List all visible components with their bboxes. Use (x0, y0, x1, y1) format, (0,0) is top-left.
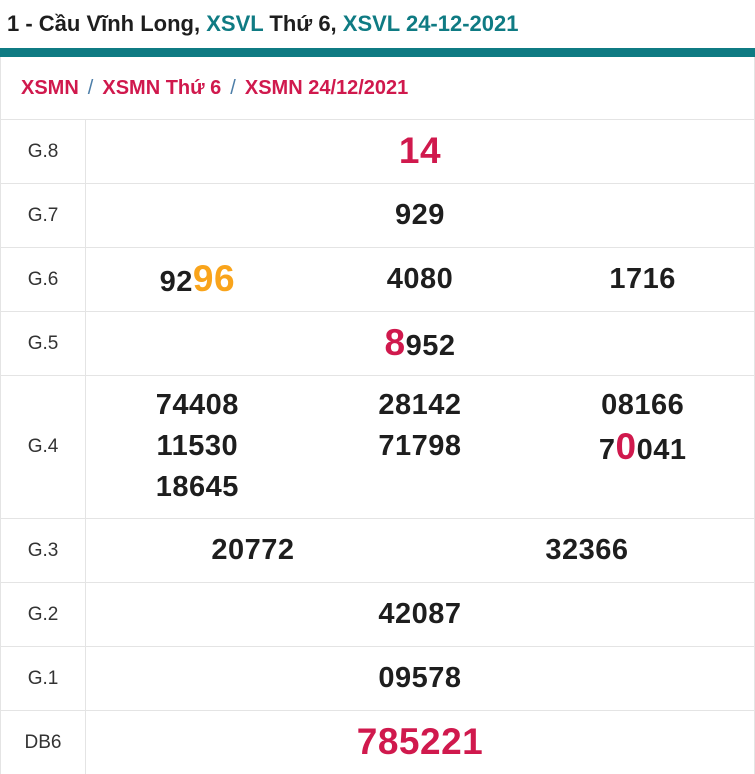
prize-number: 4080 (386, 262, 454, 295)
prize-number: 09578 (378, 661, 462, 694)
prize-label: G.7 (1, 184, 86, 247)
highlighted-digit: 0 (615, 425, 637, 467)
prize-row-g6: G.6 9296 4080 1716 (1, 248, 754, 312)
breadcrumb-link-xsmn-weekday[interactable]: XSMN Thứ 6 (102, 76, 222, 99)
prize-table-body: G.8 14 G.7 929 G.6 9296 4080 1716 G.5 8952 G.4 7440… (1, 120, 754, 774)
prize-label: G.6 (1, 248, 86, 311)
prize-values: 14 (86, 120, 754, 183)
title-link-xsvl-weekday[interactable]: XSVL (206, 11, 264, 36)
prize-row-db6: DB6 785221 (1, 711, 754, 774)
prize-row-g4: G.4 74408 28142 08166 11530 71798 70041 18645 (1, 376, 754, 519)
highlighted-digit: 14 (398, 130, 442, 172)
prize-number: 8952 (384, 322, 456, 364)
prize-row-g8: G.8 14 (1, 120, 754, 184)
prize-number: 08166 (601, 389, 685, 422)
breadcrumb: XSMN / XSMN Thứ 6 / XSMN 24/12/2021 (1, 57, 754, 120)
prize-number: 42087 (378, 597, 462, 630)
prize-values: 9296 4080 1716 (86, 248, 754, 311)
prize-values: 20772 32366 (86, 519, 754, 582)
prize-number: 74408 (155, 389, 239, 422)
prize-table: XSMN / XSMN Thứ 6 / XSMN 24/12/2021 G.8 1… (0, 57, 755, 774)
prize-number: 20772 (211, 533, 295, 566)
breadcrumb-separator: / (87, 76, 94, 99)
prize-number: 32366 (545, 533, 629, 566)
prize-values: 785221 (86, 711, 754, 774)
title-text-middle: Thứ 6, (263, 11, 343, 36)
prize-number: 70041 (598, 425, 687, 467)
title-text-prefix: 1 - Cầu Vĩnh Long, (7, 11, 207, 36)
prize-label: G.5 (1, 312, 86, 375)
breadcrumb-separator: / (230, 76, 236, 99)
prize-values: 74408 28142 08166 11530 71798 70041 18645 (86, 376, 754, 518)
prize-row-g1: G.1 09578 (1, 647, 754, 711)
prize-values: 929 (86, 184, 754, 247)
highlighted-digit: 785221 (356, 721, 484, 763)
breadcrumb-link-xsmn[interactable]: XSMN (21, 76, 79, 99)
prize-number: 18645 (155, 471, 239, 504)
prize-label: G.4 (1, 376, 86, 518)
prize-values: 8952 (86, 312, 754, 375)
page-title: 1 - Cầu Vĩnh Long, XSVL Thứ 6, XSVL 24-1… (0, 0, 755, 48)
highlighted-digit: 96 (192, 258, 236, 300)
title-link-xsvl-date[interactable]: XSVL 24-12-2021 (342, 11, 519, 36)
prize-label: G.3 (1, 519, 86, 582)
breadcrumb-link-xsmn-date[interactable]: XSMN 24/12/2021 (244, 76, 409, 99)
prize-label: G.1 (1, 647, 86, 710)
prize-number: 929 (395, 198, 445, 231)
prize-values: 09578 (86, 647, 754, 710)
prize-row-g7: G.7 929 (1, 184, 754, 248)
prize-label: G.2 (1, 583, 86, 646)
prize-number: 1716 (609, 262, 676, 295)
teal-divider-bar (0, 48, 755, 57)
prize-row-g2: G.2 42087 (1, 583, 754, 647)
prize-number: 71798 (378, 430, 462, 463)
prize-number: 28142 (378, 389, 462, 422)
prize-number: 785221 (357, 721, 483, 764)
prize-label: DB6 (1, 711, 86, 774)
prize-row-g3: G.3 20772 32366 (1, 519, 754, 583)
highlighted-digit: 8 (384, 322, 406, 364)
prize-number: 11530 (156, 430, 239, 463)
prize-label: G.8 (1, 120, 86, 183)
prize-values: 42087 (86, 583, 754, 646)
prize-number: 14 (399, 130, 441, 173)
prize-number: 9296 (159, 258, 236, 300)
prize-row-g5: G.5 8952 (1, 312, 754, 376)
